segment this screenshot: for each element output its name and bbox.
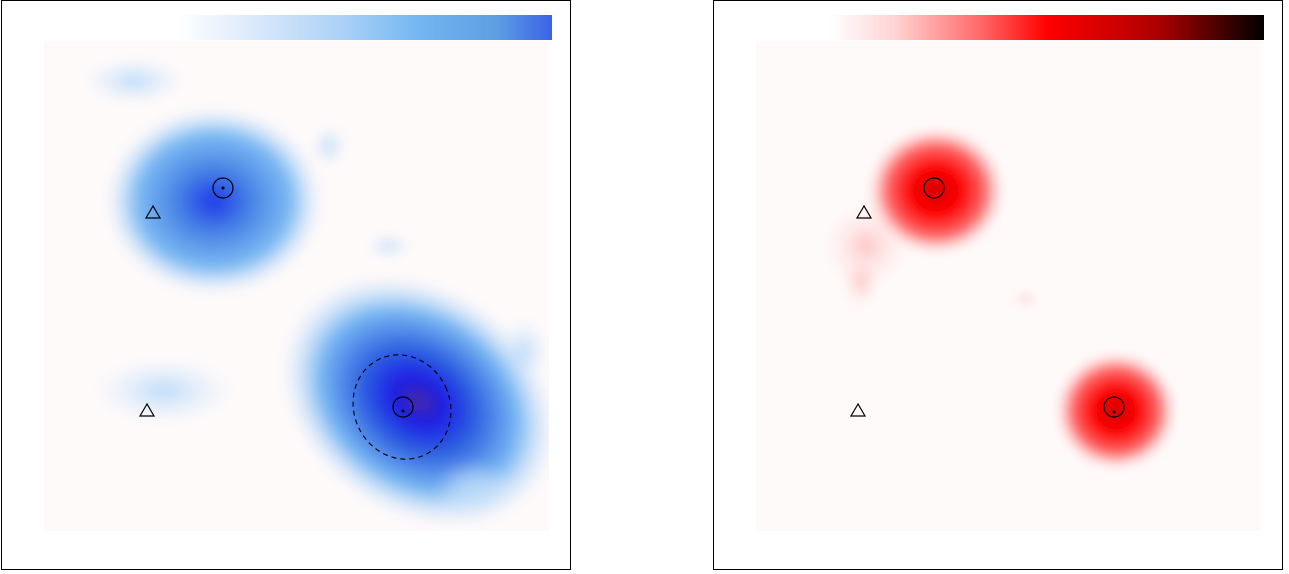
red-colorbar — [830, 15, 1264, 40]
triangle-marker — [849, 402, 867, 417]
right-panel-red-map — [713, 0, 1283, 570]
red-emission-blobs — [821, 126, 1178, 471]
source-circle — [923, 177, 945, 199]
blue-emission-blobs — [79, 56, 549, 529]
triangle-marker — [855, 204, 873, 219]
source-circle — [392, 396, 414, 418]
right-markers — [849, 177, 1125, 418]
dashed-aperture-ellipse — [352, 354, 452, 460]
red-intensity-map — [756, 41, 1261, 531]
triangle-marker — [138, 402, 156, 417]
source-circle — [212, 177, 234, 199]
left-panel-blue-map — [1, 0, 571, 570]
source-circle — [1103, 396, 1125, 418]
blue-intensity-map — [44, 41, 549, 531]
source-dot — [1112, 410, 1116, 414]
source-dot — [401, 409, 405, 413]
blue-colorbar — [178, 15, 552, 40]
triangle-marker — [144, 204, 162, 219]
left-markers — [138, 177, 452, 460]
source-dot — [221, 186, 225, 190]
